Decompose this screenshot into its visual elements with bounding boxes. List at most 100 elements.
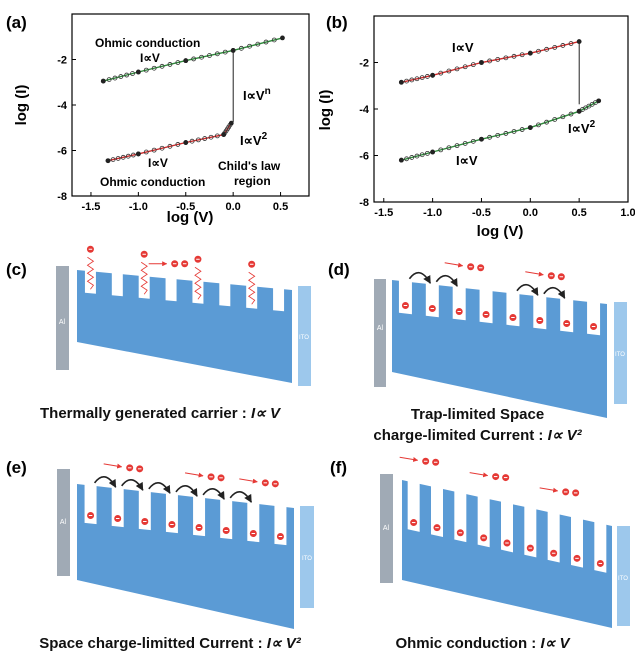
ito-label-d: ITO xyxy=(615,352,625,358)
data-marker-b xyxy=(511,129,517,134)
al-electrode-d xyxy=(374,279,386,387)
diagram-f: (f) Al ITO xyxy=(330,456,630,628)
data-marker-b xyxy=(462,64,468,70)
data-marker-a xyxy=(207,53,212,58)
hop-arrow xyxy=(175,485,198,497)
data-marker-a xyxy=(130,152,136,158)
panel-label-c: (c) xyxy=(6,260,27,279)
data-marker-b xyxy=(409,77,415,83)
al-electrode-e xyxy=(57,469,70,576)
band-e xyxy=(77,463,294,629)
data-point-a xyxy=(105,158,111,164)
data-marker-a xyxy=(208,134,214,140)
data-marker-b xyxy=(470,138,476,144)
data-marker-a xyxy=(125,153,131,159)
data-marker-a xyxy=(202,136,208,141)
data-marker-b xyxy=(503,131,509,136)
data-marker-b xyxy=(454,143,460,149)
x-axis-label-a: log (V) xyxy=(167,209,214,226)
x-tick-label-a: 0.5 xyxy=(273,201,288,213)
x-axis-label-b: log (V) xyxy=(477,223,524,240)
drift-arrow xyxy=(184,472,204,478)
data-marker-b xyxy=(495,57,501,62)
data-point-b xyxy=(398,157,404,163)
y-axis-label-b: log (I) xyxy=(317,90,334,131)
data-marker-a xyxy=(130,71,135,76)
data-marker-a xyxy=(106,77,112,82)
data-marker-a xyxy=(263,39,269,45)
hop-arrow xyxy=(229,491,253,503)
data-marker-b xyxy=(552,44,558,50)
thermal-excitation xyxy=(140,261,148,295)
data-marker-b xyxy=(560,114,566,120)
data-marker-b xyxy=(470,62,476,68)
data-marker-a xyxy=(112,75,118,81)
y-tick-label-a: -8 xyxy=(57,191,67,203)
x-tick-label-a: -0.5 xyxy=(176,201,195,213)
y-tick-label-b: -6 xyxy=(359,151,369,163)
x-tick-label-a: 0.0 xyxy=(226,201,241,213)
drift-arrow xyxy=(469,472,489,478)
data-marker-a xyxy=(189,138,195,144)
drift-arrow xyxy=(444,262,464,268)
data-marker-b xyxy=(414,153,420,159)
data-marker-a xyxy=(199,54,204,60)
caption-e: Space charge-limitted Current : I∝ V² xyxy=(0,634,340,652)
ito-label-e: ITO xyxy=(302,556,312,562)
data-point-a xyxy=(221,132,227,137)
annotation-law-low: I∝V xyxy=(148,156,168,170)
data-marker-a xyxy=(214,133,220,139)
annotation-law-right-b: I∝V2 xyxy=(568,119,596,136)
annotation-law-top-b: I∝V xyxy=(452,40,474,55)
annotation-law-low-b: I∝V xyxy=(456,153,478,168)
data-marker-a xyxy=(167,62,173,67)
data-point-b xyxy=(527,125,533,130)
hop-arrow xyxy=(148,482,171,494)
data-marker-b xyxy=(409,155,415,160)
annotation-ohmic-low: Ohmic conduction xyxy=(100,175,205,189)
caption-e-law: I∝ V² xyxy=(266,635,301,652)
tick-labels-a: -1.5 -1.0 -0.5 0.0 0.5 -8 -6 -4 -2 xyxy=(57,55,288,214)
al-label-d: Al xyxy=(377,325,384,332)
data-point-b xyxy=(398,79,404,85)
annotation-law-top: I∝V xyxy=(140,51,160,65)
series-b xyxy=(398,39,602,163)
caption-c-law: I∝ V xyxy=(250,405,280,422)
al-label-f: Al xyxy=(383,525,390,532)
annotation-child-line1: Child's law xyxy=(218,159,281,173)
data-marker-b xyxy=(425,150,430,156)
y-axis-label-a: log (I) xyxy=(13,85,30,126)
caption-c: Thermally generated carrier : I∝ V xyxy=(0,404,320,422)
al-electrode-f xyxy=(380,474,393,583)
data-point-a xyxy=(280,35,285,41)
data-marker-b xyxy=(419,152,425,158)
data-marker-a xyxy=(271,37,277,43)
plot-frame-b xyxy=(373,15,629,203)
ito-electrode-d xyxy=(614,302,627,404)
annotation-ohmic-top: Ohmic conduction xyxy=(95,36,200,50)
al-label-c: Al xyxy=(59,319,66,326)
ito-electrode-f xyxy=(617,526,630,626)
data-marker-a xyxy=(238,45,244,51)
data-marker-b xyxy=(487,58,493,64)
chart-b: (b) -1.5 -1.0 -0.5 0.0 0.5 1.0 -8 -6 -4 -2 log (V… xyxy=(317,13,635,240)
annotation-law-mid: I∝Vn xyxy=(243,86,271,103)
data-point-a xyxy=(135,151,141,157)
data-marker-a xyxy=(159,145,165,151)
thermal-excitation xyxy=(247,271,256,305)
data-marker-a xyxy=(124,72,130,78)
band-d xyxy=(392,262,607,418)
hop-arrow xyxy=(516,284,539,296)
data-marker-a xyxy=(143,149,149,155)
data-marker-b xyxy=(462,141,468,146)
ito-electrode-c xyxy=(298,286,311,386)
data-point-b xyxy=(430,72,436,78)
data-marker-a xyxy=(118,74,124,79)
data-point-a xyxy=(183,140,189,145)
series-line-b-1 xyxy=(401,100,600,161)
ito-label-c: ITO xyxy=(299,335,309,341)
y-tick-label-a: -6 xyxy=(57,146,67,158)
band-body xyxy=(77,484,294,629)
data-point-a xyxy=(183,58,189,64)
